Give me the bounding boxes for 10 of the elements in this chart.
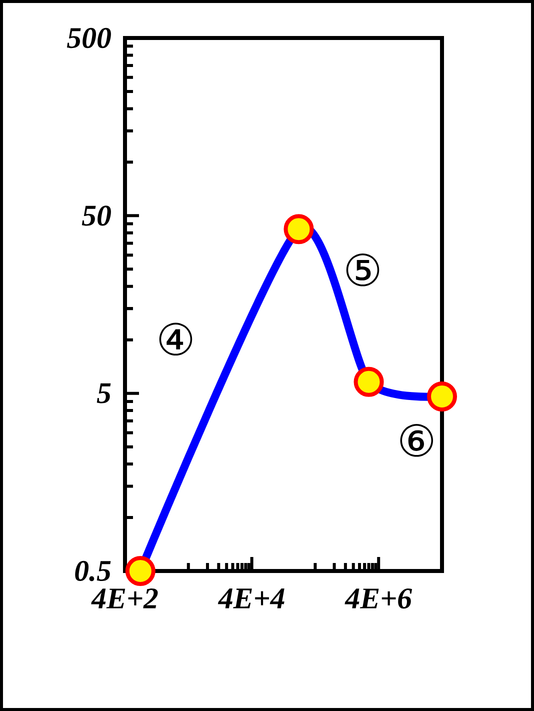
annotation: ④	[159, 322, 192, 356]
annotation: ⑤	[346, 253, 380, 286]
x-tick-label: 4E+6	[344, 588, 412, 609]
y-tick-label: 0.5	[75, 560, 111, 582]
x-tick-label: 4E+4	[218, 588, 284, 608]
y-tick-label: 5	[96, 383, 111, 404]
y-tick-label: 50	[82, 206, 111, 226]
x-tick-label: 4E+2	[91, 588, 158, 608]
annotation: ⑥	[400, 424, 434, 457]
y-tick-label: 500	[66, 28, 111, 48]
